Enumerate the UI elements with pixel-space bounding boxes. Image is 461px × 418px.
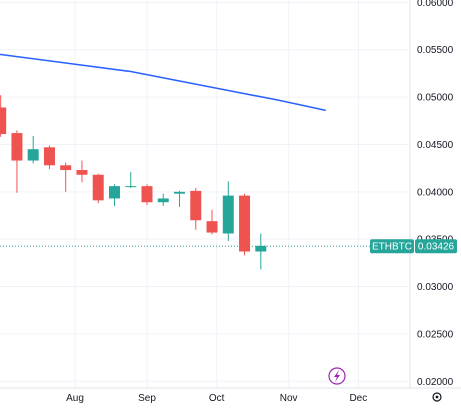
y-tick-label[interactable]: 0.06000 <box>417 0 454 9</box>
candle-down[interactable] <box>92 173 104 204</box>
candles-layer[interactable] <box>0 54 267 270</box>
candle-down[interactable] <box>239 193 251 256</box>
candle-up[interactable] <box>174 190 186 207</box>
candle-body[interactable] <box>108 186 120 199</box>
candle-up[interactable] <box>157 193 169 207</box>
candle-down[interactable] <box>11 130 23 193</box>
ma-blue-line <box>0 53 326 112</box>
candle-up[interactable] <box>108 184 120 207</box>
candle-body[interactable] <box>92 174 104 201</box>
candle-down[interactable] <box>206 209 218 235</box>
candle-body[interactable] <box>43 147 55 166</box>
lightning-icon-bolt <box>334 370 340 382</box>
candle-body[interactable] <box>157 198 169 203</box>
candle-body[interactable] <box>11 133 23 161</box>
candle-body[interactable] <box>141 186 153 203</box>
time-axis[interactable]: Aug Sep Oct Nov Dec <box>66 393 367 404</box>
candle-body[interactable] <box>0 107 7 135</box>
candle-down[interactable] <box>0 95 7 137</box>
candle-body[interactable] <box>60 165 72 171</box>
candle-body[interactable] <box>76 170 88 175</box>
x-tick-label[interactable]: Sep <box>138 393 156 404</box>
candle-down[interactable] <box>190 188 202 230</box>
gear-icon-ring[interactable] <box>432 392 442 402</box>
candle-body[interactable] <box>206 221 218 233</box>
y-tick-label[interactable]: 0.02000 <box>417 377 454 388</box>
symbol-tag-bg <box>370 239 414 254</box>
candle-up[interactable] <box>27 135 39 164</box>
y-tick-label[interactable]: 0.04500 <box>417 140 454 151</box>
x-tick-label[interactable]: Nov <box>280 393 298 404</box>
symbol-tag-label: ETHBTC <box>372 242 412 253</box>
x-tick-label[interactable]: Dec <box>349 393 367 404</box>
x-tick-label[interactable]: Aug <box>66 393 84 404</box>
candle-down[interactable] <box>60 162 72 192</box>
price-tag-value: 0.03426 <box>418 242 455 253</box>
y-tick-label[interactable]: 0.02500 <box>417 329 454 340</box>
price-axis[interactable]: 0.060000.055000.050000.045000.040000.035… <box>417 0 454 388</box>
y-tick-label[interactable]: 0.03000 <box>417 282 454 293</box>
candle-up[interactable] <box>125 171 137 189</box>
candle-body[interactable] <box>190 190 202 221</box>
candle-body[interactable] <box>255 245 267 252</box>
candle-up[interactable] <box>255 233 267 270</box>
candle-body[interactable] <box>222 195 234 234</box>
x-tick-label[interactable]: Oct <box>209 393 225 404</box>
candle-body[interactable] <box>125 186 137 188</box>
grid-layer <box>0 0 461 389</box>
gear-icon[interactable] <box>432 392 442 402</box>
lightning-icon[interactable] <box>328 367 346 385</box>
candle-body[interactable] <box>27 149 39 161</box>
last-price-tag: ETHBTC 0.03426 <box>370 239 457 254</box>
moving-average-layer <box>0 53 326 112</box>
candle-up[interactable] <box>222 181 234 242</box>
candle-down[interactable] <box>43 145 55 170</box>
gear-icon-center <box>435 395 439 399</box>
y-tick-label[interactable]: 0.05000 <box>417 93 454 104</box>
y-tick-label[interactable]: 0.05500 <box>417 45 454 56</box>
candle-down[interactable] <box>76 160 88 183</box>
candle-body[interactable] <box>174 191 186 194</box>
candle-down[interactable] <box>141 184 153 206</box>
price-tag-bg <box>415 239 457 254</box>
y-tick-label[interactable]: 0.04000 <box>417 187 454 198</box>
candle-body[interactable] <box>239 195 251 252</box>
